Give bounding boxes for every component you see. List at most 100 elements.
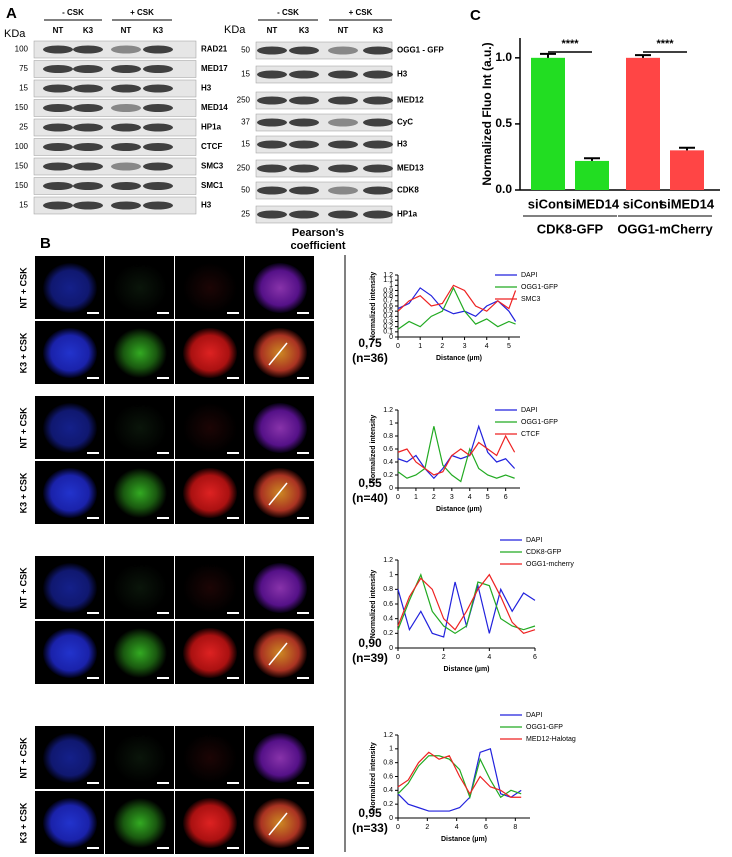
x-tick-label: siMED14 (565, 196, 620, 211)
error-bar (679, 146, 695, 151)
band (43, 84, 73, 93)
group-label: - CSK (62, 8, 84, 17)
x-tick-label: 0 (396, 343, 400, 350)
y-tick-label: 1 (389, 746, 393, 753)
profile-line (397, 284, 517, 312)
x-tick-label: 0 (396, 494, 400, 501)
band (73, 123, 103, 132)
band (289, 140, 319, 149)
y-axis-title: Normalized intensity (370, 272, 377, 341)
nucleus-image (43, 468, 97, 518)
band (43, 45, 73, 54)
nucleus-image (183, 468, 237, 518)
protein-label: H3 (397, 70, 408, 79)
legend-label: DAPI (526, 537, 542, 544)
nucleus-image (113, 733, 167, 783)
band (328, 70, 358, 79)
row-label: K3 + CSK (18, 802, 28, 843)
nucleus-image (253, 468, 307, 518)
band (257, 164, 287, 173)
y-tick-label: 1 (389, 282, 393, 289)
y-axis-title: Normalized intensity (370, 570, 377, 639)
band (143, 182, 173, 190)
band (73, 201, 103, 210)
x-tick-label: 6 (533, 654, 537, 661)
nucleus-image (183, 733, 237, 783)
band (363, 140, 393, 149)
nucleus-image (43, 563, 97, 613)
band (111, 162, 141, 171)
y-tick-label: 0 (389, 485, 393, 492)
group-label: - CSK (277, 8, 299, 17)
pearson-value: 0,95 (358, 806, 382, 820)
kda-label: KDa (4, 28, 26, 40)
y-tick-label: 0.0 (495, 182, 512, 196)
y-tick-label: 0.6 (383, 773, 393, 780)
y-tick-label: 0 (389, 645, 393, 652)
x-tick-label: 8 (513, 824, 517, 831)
nucleus-image (183, 403, 237, 453)
mw-label: 25 (241, 210, 250, 219)
lane-label: K3 (153, 26, 164, 35)
legend-label: OGG1-GFP (526, 724, 563, 731)
pearson-value: 0,55 (358, 476, 382, 490)
x-axis-title: Distance (µm) (436, 506, 482, 513)
nucleus-image (43, 628, 97, 678)
pearson-header: Pearson’s (292, 227, 344, 239)
row-label: NT + CSK (18, 737, 28, 779)
nucleus-image (43, 328, 97, 378)
band (111, 182, 141, 190)
band (143, 84, 173, 93)
mw-label: 25 (19, 123, 28, 132)
band (328, 140, 358, 149)
x-tick-label: 6 (504, 494, 508, 501)
y-tick-label: 0.3 (383, 318, 393, 325)
band (73, 104, 103, 112)
y-tick-label: 1 (389, 572, 393, 579)
y-tick-label: 0.6 (383, 446, 393, 453)
group-label: OGG1-mCherry (617, 221, 713, 236)
protein-label: H3 (201, 84, 212, 93)
y-tick-label: 0.2 (383, 324, 393, 331)
x-tick-label: 2 (442, 654, 446, 661)
mw-label: 250 (237, 96, 251, 105)
x-tick-label: siMED14 (660, 196, 715, 211)
band (43, 104, 73, 112)
profile-line (397, 573, 536, 635)
y-axis-title: Normalized intensity (370, 742, 377, 811)
band (43, 65, 73, 73)
channel-label: MED12-Halo (178, 730, 224, 739)
lane-label: NT (267, 26, 278, 35)
pearson-n: (n=33) (352, 821, 388, 835)
y-tick-label: 0.8 (383, 293, 393, 300)
channel-label: OGG1-GFP (108, 400, 150, 409)
band (143, 65, 173, 73)
nucleus-image (253, 328, 307, 378)
band (43, 182, 73, 190)
profile-line (397, 748, 522, 812)
nucleus-image (113, 263, 167, 313)
x-tick-label: 1 (418, 343, 422, 350)
legend-label: MED12-Halotag (526, 736, 576, 743)
channel-label: OGG1-GFP (108, 260, 150, 269)
mw-label: 15 (241, 70, 250, 79)
band (257, 70, 287, 79)
panel-label: A (6, 5, 17, 22)
profile-line (397, 751, 522, 798)
legend-label: OGG1-GFP (521, 419, 558, 426)
y-tick-label: 1.2 (383, 272, 393, 279)
nucleus-image (253, 798, 307, 848)
y-tick-label: 0.8 (383, 760, 393, 767)
legend-label: CDK8-GFP (526, 549, 562, 556)
lane-label: NT (338, 26, 349, 35)
group-label: + CSK (349, 8, 373, 17)
profile-line (397, 424, 516, 480)
band (289, 46, 319, 55)
band (363, 96, 393, 105)
y-tick-label: 1.2 (383, 407, 393, 414)
nucleus-image (183, 263, 237, 313)
x-tick-label: 2 (440, 343, 444, 350)
y-tick-label: 1.0 (495, 50, 512, 64)
pearson-n: (n=40) (352, 491, 388, 505)
protein-label: H3 (397, 140, 408, 149)
